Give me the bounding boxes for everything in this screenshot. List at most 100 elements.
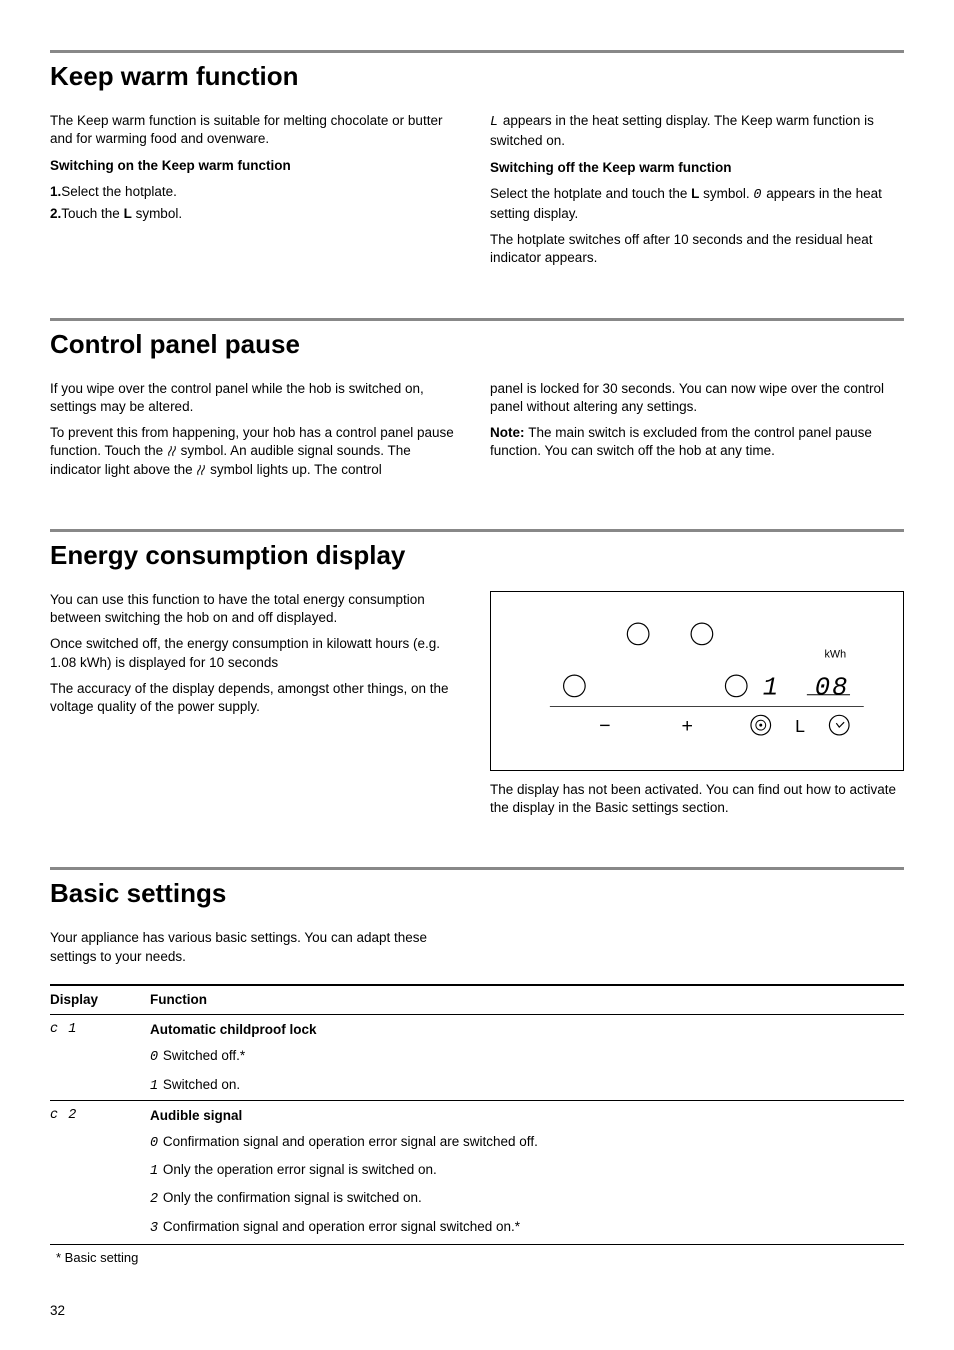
col-header-display: Display	[50, 985, 150, 1015]
table-row: 3 Confirmation signal and operation erro…	[50, 1214, 904, 1245]
table-footnote: * Basic setting	[50, 1245, 904, 1267]
note-text: The main switch is excluded from the con…	[490, 425, 872, 458]
table-row: 0 Switched off.*	[50, 1043, 904, 1071]
option-symbol: 1	[150, 1079, 159, 1094]
kwh-label: kWh	[825, 648, 847, 660]
option-symbol: 1	[150, 1164, 159, 1179]
pause-right: panel is locked for 30 seconds. You can …	[490, 380, 904, 487]
step-text: Touch the	[61, 206, 123, 221]
table-row: 2 Only the confirmation signal is switch…	[50, 1185, 904, 1213]
section-divider	[50, 529, 904, 532]
function-name: Automatic childproof lock	[150, 1015, 904, 1044]
option-symbol: 0	[150, 1136, 159, 1151]
step-num: 1.	[50, 184, 61, 199]
keepwarm-r-p3: The hotplate switches off after 10 secon…	[490, 231, 904, 267]
text: Only the confirmation signal is switched…	[159, 1190, 422, 1205]
keepwarm-columns: The Keep warm function is suitable for m…	[50, 112, 904, 276]
energy-caption: The display has not been activated. You …	[490, 781, 904, 817]
step-text-b: symbol.	[132, 206, 182, 221]
pause-p2: To prevent this from happening, your hob…	[50, 424, 464, 479]
keepwarm-r-p2: Select the hotplate and touch the L symb…	[490, 185, 904, 223]
section-title-basic: Basic settings	[50, 876, 904, 911]
text: Switched on.	[159, 1077, 240, 1092]
text: Confirmation signal and operation error …	[159, 1219, 520, 1234]
pause-note: Note: The main switch is excluded from t…	[490, 424, 904, 460]
basic-intro-col: Your appliance has various basic setting…	[50, 929, 464, 973]
text: symbol.	[699, 186, 753, 201]
zone-indicator-icon	[691, 623, 713, 645]
timer-icon	[829, 715, 849, 735]
text: Switched off.*	[159, 1048, 245, 1063]
option-text: 0 Switched off.*	[150, 1043, 904, 1071]
keepwarm-L-icon: L	[795, 716, 805, 736]
pause-columns: If you wipe over the control panel while…	[50, 380, 904, 487]
step-2: 2.Touch the L symbol.	[50, 205, 464, 223]
table-row: c 2 Audible signal	[50, 1100, 904, 1129]
option-text: 2 Only the confirmation signal is switch…	[150, 1185, 904, 1213]
text: symbol lights up. The control	[210, 462, 382, 477]
zone-indicator-icon	[564, 675, 586, 697]
wipe-icon	[196, 464, 206, 476]
text: Confirmation signal and operation error …	[159, 1134, 538, 1149]
section-title-pause: Control panel pause	[50, 327, 904, 362]
seg-digit-right: 08	[815, 674, 850, 703]
step-text: Select the hotplate.	[61, 184, 177, 199]
hob-display-diagram: kWh 1 08 − + L	[490, 591, 904, 771]
keepwarm-intro: The Keep warm function is suitable for m…	[50, 112, 464, 148]
basic-settings-table: Display Function c 1 Automatic childproo…	[50, 984, 904, 1245]
zone-indicator-icon	[627, 623, 649, 645]
option-symbol: 3	[150, 1221, 159, 1236]
pause-r-p1: panel is locked for 30 seconds. You can …	[490, 380, 904, 416]
energy-p2: Once switched off, the energy consumptio…	[50, 635, 464, 671]
section-divider	[50, 867, 904, 870]
section-title-energy: Energy consumption display	[50, 538, 904, 573]
text: appears in the heat setting display. The…	[490, 113, 874, 148]
basic-intro-cols: Your appliance has various basic setting…	[50, 929, 904, 973]
keepwarm-left: The Keep warm function is suitable for m…	[50, 112, 464, 276]
symbol-0: 0	[753, 188, 762, 203]
option-text: 0 Confirmation signal and operation erro…	[150, 1129, 904, 1157]
keepwarm-steps: 1.Select the hotplate. 2.Touch the L sym…	[50, 183, 464, 223]
seg-digit-left: 1	[763, 674, 778, 703]
step-num: 2.	[50, 206, 61, 221]
energy-p1: You can use this function to have the to…	[50, 591, 464, 627]
option-symbol: 0	[150, 1050, 159, 1065]
display-code: c 2	[50, 1100, 150, 1129]
plus-icon: +	[681, 715, 692, 737]
option-text: 1 Switched on.	[150, 1072, 904, 1101]
note-label: Note:	[490, 425, 528, 440]
text: Only the operation error signal is switc…	[159, 1162, 437, 1177]
minus-icon: −	[599, 715, 610, 737]
table-row: c 1 Automatic childproof lock	[50, 1015, 904, 1044]
symbol-L: L	[124, 206, 132, 221]
section-divider	[50, 318, 904, 321]
pause-p1: If you wipe over the control panel while…	[50, 380, 464, 416]
page-number: 32	[50, 1302, 65, 1320]
table-row: 1 Only the operation error signal is swi…	[50, 1157, 904, 1185]
symbol-L-display: L	[490, 115, 499, 130]
col-header-function: Function	[150, 985, 904, 1015]
option-text: 3 Confirmation signal and operation erro…	[150, 1214, 904, 1245]
keepwarm-sub-on: Switching on the Keep warm function	[50, 157, 464, 175]
keepwarm-right: L appears in the heat setting display. T…	[490, 112, 904, 276]
wipe-icon	[167, 445, 177, 457]
function-name: Audible signal	[150, 1100, 904, 1129]
table-row: 1 Switched on.	[50, 1072, 904, 1101]
timer-icon	[836, 722, 844, 727]
step-1: 1.Select the hotplate.	[50, 183, 464, 201]
energy-left: You can use this function to have the to…	[50, 591, 464, 825]
display-code: c 1	[50, 1015, 150, 1044]
zone-indicator-icon	[725, 675, 747, 697]
section-divider	[50, 50, 904, 53]
keepwarm-r-p1: L appears in the heat setting display. T…	[490, 112, 904, 150]
power-icon	[759, 724, 762, 727]
basic-intro: Your appliance has various basic setting…	[50, 929, 464, 965]
option-symbol: 2	[150, 1192, 159, 1207]
keepwarm-sub-off: Switching off the Keep warm function	[490, 159, 904, 177]
energy-p3: The accuracy of the display depends, amo…	[50, 680, 464, 716]
energy-right: kWh 1 08 − + L The display	[490, 591, 904, 825]
table-row: 0 Confirmation signal and operation erro…	[50, 1129, 904, 1157]
pause-left: If you wipe over the control panel while…	[50, 380, 464, 487]
option-text: 1 Only the operation error signal is swi…	[150, 1157, 904, 1185]
section-title-keepwarm: Keep warm function	[50, 59, 904, 94]
